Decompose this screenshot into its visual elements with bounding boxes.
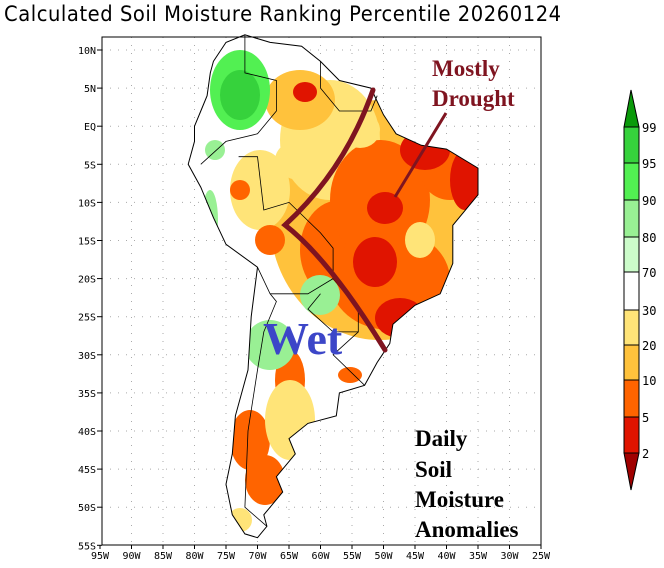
colorbar-bottom-arrow	[623, 452, 640, 491]
moisture-patch	[230, 150, 290, 230]
moisture-patch	[405, 222, 435, 258]
map-frame	[101, 36, 542, 546]
drought-label: Drought	[432, 86, 515, 111]
colorbar-segment	[623, 236, 640, 273]
lat-label: EQ	[84, 122, 96, 133]
lon-label: 60W	[311, 551, 330, 562]
lat-label: 40S	[78, 427, 96, 438]
lon-label: 50W	[374, 551, 393, 562]
colorbar-label: 30	[642, 304, 656, 318]
colorbar-segment	[623, 162, 640, 201]
colorbar-label: 5	[642, 411, 649, 425]
lon-label: 40W	[437, 551, 456, 562]
lon-label: 55W	[343, 551, 362, 562]
lat-label: 10S	[78, 198, 96, 209]
moisture-patch	[245, 455, 285, 505]
lon-label: 65W	[280, 551, 299, 562]
lat-label: 5S	[84, 160, 96, 171]
border-line	[270, 278, 334, 295]
lon-label: 45W	[406, 551, 425, 562]
colorbar-segment	[623, 309, 640, 346]
lat-label: 20S	[78, 275, 96, 286]
moisture-patch	[255, 225, 285, 255]
lon-label: 80W	[185, 551, 204, 562]
lat-label: 15S	[78, 237, 96, 248]
lat-label: 25S	[78, 313, 96, 324]
border-line	[238, 156, 365, 386]
lon-label: 95W	[91, 551, 110, 562]
colorbar-label: 90	[642, 194, 656, 208]
colorbar-label: 80	[642, 231, 656, 245]
country-borders	[200, 34, 378, 527]
map-title: Calculated Soil Moisture Ranking Percent…	[4, 2, 562, 26]
moisture-patch	[230, 410, 270, 470]
lon-label: 70W	[248, 551, 267, 562]
drought-boundary-line	[281, 87, 388, 353]
lat-label: 5N	[84, 84, 96, 95]
longitude-labels: 95W 90W 85W 80W 75W 70W 65W 60W 55W 50W 45W 40W 35W 3…	[91, 545, 551, 562]
colorbar-top-arrow	[623, 89, 640, 128]
lat-label: 55S	[78, 541, 96, 552]
colorbar-segment	[623, 379, 640, 418]
drought-pointer-line	[393, 112, 448, 198]
colorbar-segment	[623, 126, 640, 164]
colorbar-label: 10	[642, 374, 656, 388]
legend-text-soil: Soil	[415, 457, 452, 482]
moisture-patch	[338, 367, 362, 383]
moisture-patch	[265, 380, 315, 460]
lat-label: 50S	[78, 503, 96, 514]
moisture-patch	[293, 82, 317, 102]
colorbar-legend: 99 95 90 80 70 30 20 10 5 2	[623, 89, 656, 491]
mostly-label: Mostly	[432, 56, 500, 81]
colorbar-segment	[623, 344, 640, 381]
lat-label: 30S	[78, 351, 96, 362]
colorbar-label: 70	[642, 266, 656, 280]
colorbar-segment	[623, 199, 640, 238]
moisture-patch	[205, 140, 225, 160]
moisture-patch	[275, 140, 325, 180]
lon-label: 75W	[217, 551, 236, 562]
moisture-patch	[220, 70, 260, 120]
moisture-patch	[450, 150, 478, 210]
moisture-patch	[245, 320, 295, 370]
colorbar-segment	[623, 416, 640, 454]
moisture-patch	[367, 192, 403, 224]
colorbar-label: 95	[642, 157, 656, 171]
colorbar-label: 99	[642, 121, 656, 135]
lon-label: 85W	[154, 551, 173, 562]
lon-label: 30W	[500, 551, 519, 562]
legend-text-moisture: Moisture	[415, 487, 504, 512]
legend-text-daily: Daily	[415, 426, 468, 451]
border-line	[200, 34, 277, 165]
border-line	[320, 61, 378, 112]
moisture-patch	[230, 180, 250, 200]
colorbar-label: 2	[642, 447, 649, 461]
legend-text-anomalies: Anomalies	[415, 517, 519, 542]
wet-label: Wet	[263, 313, 343, 364]
lat-label: 10N	[78, 46, 96, 57]
colorbar-segment	[623, 271, 640, 311]
border-line	[307, 293, 359, 333]
moisture-patch	[353, 237, 397, 287]
lon-label: 25W	[532, 551, 551, 562]
lon-label: 90W	[122, 551, 141, 562]
coastline	[187, 34, 479, 539]
colorbar-label: 20	[642, 339, 656, 353]
border-line	[244, 267, 277, 527]
lon-label: 35W	[469, 551, 488, 562]
lat-label: 45S	[78, 465, 96, 476]
moisture-patch	[202, 190, 218, 250]
latitude-labels: 10N 5N EQ 5S 10S 15S 20S 25S 30S 35S 40S 45S 50S 55S	[78, 46, 102, 552]
lat-label: 35S	[78, 389, 96, 400]
